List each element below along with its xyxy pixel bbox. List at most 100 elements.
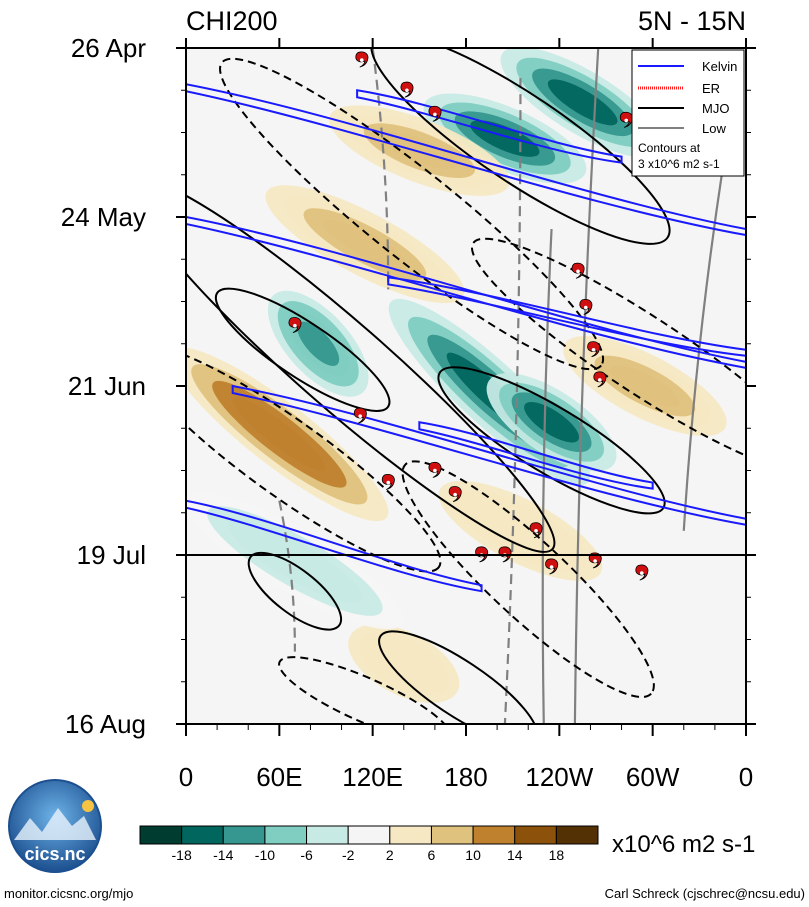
low-contour xyxy=(573,48,600,724)
colorbar-swatch xyxy=(139,825,183,845)
cyclone-eye xyxy=(576,269,580,274)
x-tick-label: 0 xyxy=(739,762,753,792)
tropical-cyclone-marker xyxy=(353,407,367,424)
low-contour xyxy=(278,500,296,652)
cyclone-eye xyxy=(293,323,297,328)
legend-mjo-label: MJO xyxy=(702,101,729,116)
x-tick-label: 120E xyxy=(342,762,403,792)
colorbar-tick-label: -18 xyxy=(172,847,192,863)
colorbar-swatch xyxy=(389,825,432,845)
tropical-cyclone-marker xyxy=(579,298,593,315)
tropical-cyclone-marker xyxy=(587,341,601,358)
mjo-contour-positive xyxy=(378,630,539,724)
footer-credit: Carl Schreck (cjschrec@ncsu.edu) xyxy=(605,886,805,901)
mjo-contour-negative xyxy=(186,344,442,573)
x-tick-label: 0 xyxy=(179,762,193,792)
cyclone-eye xyxy=(591,347,596,352)
tropical-cyclone-marker xyxy=(448,486,462,503)
colorbar-tick-label: 14 xyxy=(507,847,523,863)
tropical-cyclone-marker xyxy=(571,262,585,279)
colorbar-tick-label: 10 xyxy=(465,847,481,863)
cyclone-eye xyxy=(583,305,588,310)
anomaly-blob xyxy=(547,79,618,126)
title-left: CHI200 xyxy=(186,6,278,36)
legend-er-label: ER xyxy=(702,81,720,96)
tropical-cyclone-marker xyxy=(588,552,602,569)
colorbar-tick-label: -10 xyxy=(255,847,275,863)
tropical-cyclone-marker xyxy=(381,474,395,490)
x-axis: 0 60E 120E 180 120W 60W 0 xyxy=(179,38,753,792)
colorbar-swatch xyxy=(264,825,308,845)
cyclone-eye xyxy=(593,559,597,563)
mjo-contour-positive xyxy=(186,176,556,553)
low-contour xyxy=(371,48,390,290)
mjo-contour-negative xyxy=(470,237,746,474)
anomaly-blob xyxy=(233,397,326,471)
cyclone-eye xyxy=(534,529,538,533)
x-tick-label: 60W xyxy=(626,762,680,792)
colorbar-tick-label: 6 xyxy=(428,847,436,863)
tropical-cyclone-marker xyxy=(529,522,543,539)
legend-note-line1: Contours at xyxy=(638,141,701,155)
anomaly-blob xyxy=(380,132,458,169)
colorbar-units: x10^6 m2 s-1 xyxy=(612,831,755,858)
cyclone-eye xyxy=(549,565,554,569)
colorbar-swatch xyxy=(222,825,266,845)
tropical-cyclone-marker xyxy=(428,105,442,122)
cyclone-eye xyxy=(624,118,629,123)
anomaly-blob xyxy=(485,510,556,552)
tropical-cyclone-marker xyxy=(400,81,414,98)
cyclone-eye xyxy=(386,480,391,485)
footer-url[interactable]: monitor.cicsnc.org/mjo xyxy=(4,886,133,901)
y-tick-label: 21 Jun xyxy=(68,371,146,401)
kelvin-contour xyxy=(418,421,654,490)
y-tick-label: 19 Jul xyxy=(77,540,146,570)
colorbar-tick-label: 2 xyxy=(386,847,394,863)
anomaly-blob xyxy=(248,532,341,590)
cyclone-eye xyxy=(405,88,409,93)
kelvin-contour xyxy=(186,499,483,593)
cyclone-eye xyxy=(639,571,644,575)
anomaly-blob xyxy=(322,219,408,269)
x-tick-label: 180 xyxy=(444,762,487,792)
kelvin-contour xyxy=(231,384,746,526)
legend-note-line2: 3 x10^6 m2 s-1 xyxy=(638,157,720,171)
mjo-contour-positive xyxy=(247,551,343,631)
tropical-cyclone-marker xyxy=(635,564,649,581)
colorbar: -18 -14 -10 -6 -2 2 6 10 14 18 xyxy=(139,825,599,863)
tropical-cyclone-marker xyxy=(355,51,369,68)
cyclone-eye xyxy=(358,414,363,418)
kelvin-contour xyxy=(387,276,746,357)
x-tick-label: 120W xyxy=(525,762,593,792)
title-right: 5N - 15N xyxy=(638,6,746,36)
anomaly-blob xyxy=(297,321,340,366)
y-tick-label: 26 Apr xyxy=(71,33,147,63)
tropical-cyclone-marker xyxy=(593,371,607,388)
logo-sun xyxy=(82,800,94,812)
y-tick-label: 24 May xyxy=(61,202,146,232)
cyclone-eye xyxy=(359,58,364,62)
cyclone-eye xyxy=(433,112,437,117)
mjo-contour-positive xyxy=(214,287,391,412)
legend-kelvin-label: Kelvin xyxy=(702,59,737,74)
colorbar-swatch xyxy=(306,825,349,845)
y-axis: 26 Apr 24 May 21 Jun 19 Jul 16 Aug xyxy=(61,33,756,739)
colorbar-swatch xyxy=(472,825,516,845)
y-tick-label: 16 Aug xyxy=(65,709,146,739)
mjo-contours xyxy=(186,48,746,724)
cyclone-eye xyxy=(433,468,437,473)
colorbar-tick-label: -14 xyxy=(213,847,233,863)
colorbar-tick-label: -2 xyxy=(342,847,355,863)
kelvin-contour xyxy=(356,89,623,164)
tropical-cyclone-marker xyxy=(288,317,302,334)
cics-logo: cics.nc xyxy=(8,779,102,873)
colorbar-swatch xyxy=(555,825,599,845)
anomaly-blob xyxy=(610,365,680,407)
colorbar-swatch xyxy=(181,825,224,845)
cyclone-eye xyxy=(453,492,457,497)
anomaly-blob xyxy=(380,647,428,680)
logo-text: cics.nc xyxy=(24,844,85,864)
mjo-contour-negative xyxy=(401,460,655,698)
mjo-contour-negative xyxy=(278,656,452,724)
